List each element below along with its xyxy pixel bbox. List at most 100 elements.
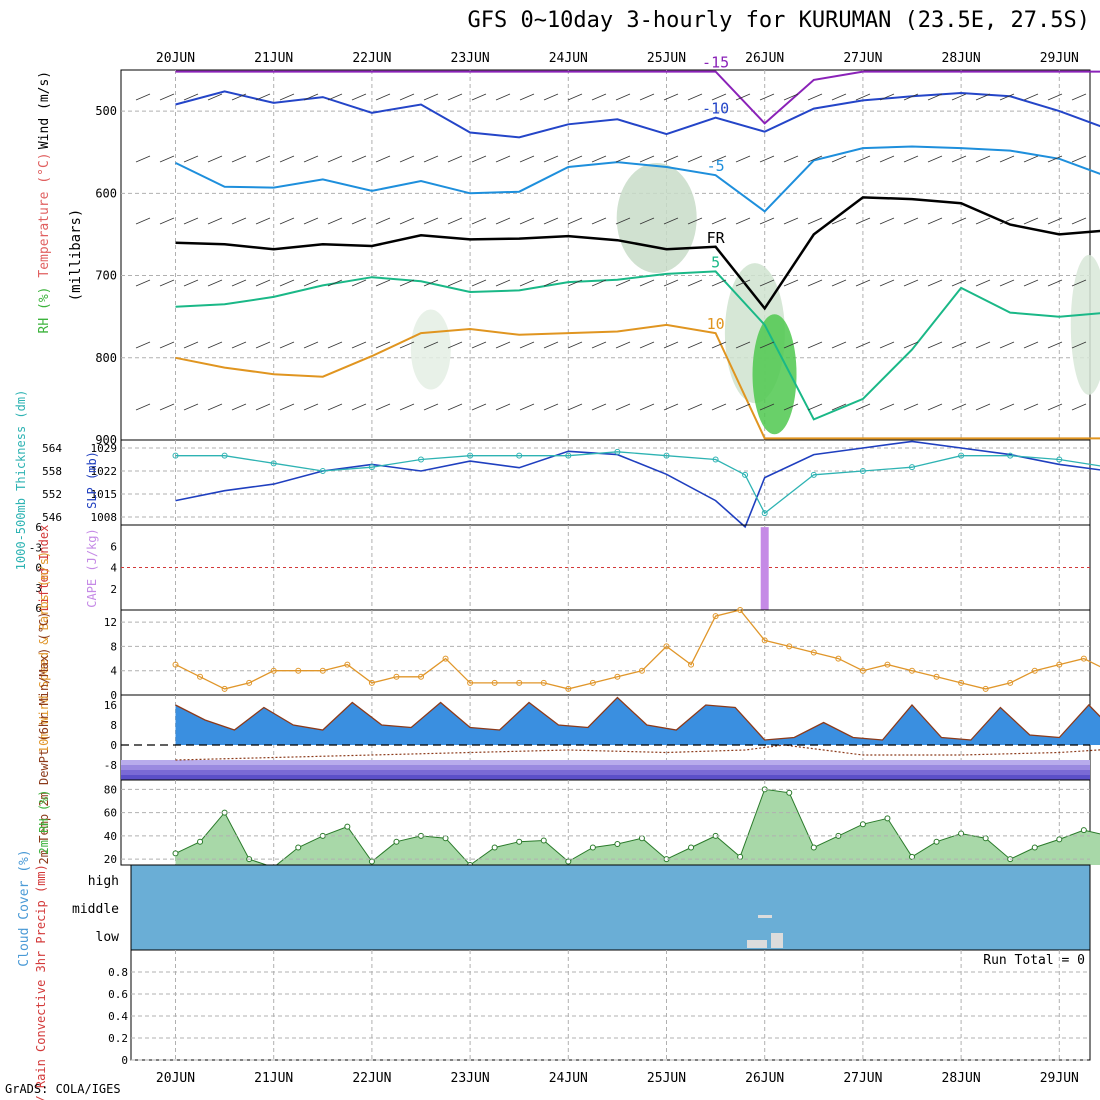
- date-label-bottom: 28JUN: [942, 1071, 981, 1086]
- date-label-top: 20JUN: [156, 51, 195, 66]
- wind-barb: [927, 155, 943, 163]
- wind-barb: [471, 217, 487, 225]
- isotherm-label: -10: [702, 100, 729, 118]
- wind-marker: [467, 679, 474, 686]
- wind-barb: [831, 279, 847, 287]
- wind-axis-label: Wind (m/s): [37, 71, 52, 149]
- slp-tick: 1008: [91, 511, 118, 524]
- wind-barb: [543, 217, 559, 225]
- wind-barb: [183, 155, 199, 163]
- wind-barb: [1023, 155, 1039, 163]
- wind-barb: [351, 217, 367, 225]
- precip-tick: 0.4: [108, 1010, 128, 1023]
- wind-barb: [615, 155, 631, 163]
- lifted-index-tick: 0: [35, 562, 42, 575]
- date-label-top: 27JUN: [843, 51, 882, 66]
- wind-marker: [442, 655, 449, 662]
- wind-barb: [1023, 341, 1039, 349]
- wind-barb: [1023, 217, 1039, 225]
- temp-band-cold: [121, 765, 1090, 770]
- temp-axis-label: 2m Temp 2m DewPt (6hr Min/Max) (°C): [37, 612, 51, 865]
- date-label-top: 26JUN: [745, 51, 784, 66]
- slp-tick: 1022: [91, 465, 118, 478]
- wind-barb: [735, 341, 751, 349]
- rh2m-marker: [589, 844, 596, 851]
- date-label-top: 22JUN: [352, 51, 391, 66]
- wind-barb: [663, 155, 679, 163]
- wind-barb: [639, 93, 655, 101]
- wind-barb: [183, 93, 199, 101]
- rh2m-marker: [884, 815, 891, 822]
- cloud-level-label: high: [88, 874, 119, 889]
- wind-barb: [1023, 279, 1039, 287]
- wind-marker: [982, 685, 989, 692]
- wind-marker: [516, 679, 523, 686]
- cape-bar: [760, 527, 769, 610]
- wind-barb: [879, 341, 895, 349]
- wind-barb: [687, 93, 703, 101]
- date-label-bottom: 26JUN: [745, 1071, 784, 1086]
- wind-barb: [471, 341, 487, 349]
- isotherm--10: [175, 90, 1100, 139]
- slp-axis-label: SLP (mb): [85, 451, 99, 509]
- wind-barb: [423, 155, 439, 163]
- wind-barb: [999, 155, 1015, 163]
- wind-barb: [975, 217, 991, 225]
- wind-barb: [399, 403, 415, 411]
- rh2m-tick: 40: [104, 830, 117, 843]
- wind-barb: [1071, 217, 1087, 225]
- wind-marker: [319, 667, 326, 674]
- wind-marker: [958, 679, 965, 686]
- rh2m-marker: [491, 844, 498, 851]
- wind-barb: [735, 279, 751, 287]
- wind-barb: [327, 155, 343, 163]
- wind-barb: [495, 217, 511, 225]
- date-label-bottom: 22JUN: [352, 1071, 391, 1086]
- wind-barb: [735, 155, 751, 163]
- wind-barb: [783, 155, 799, 163]
- pressure-tick: 500: [95, 104, 117, 118]
- wind-barb: [1023, 403, 1039, 411]
- wind-barb: [279, 403, 295, 411]
- wind-barb: [807, 403, 823, 411]
- cloud-level-label: middle: [72, 902, 119, 917]
- wind-barb: [1071, 403, 1087, 411]
- pressure-tick: 600: [95, 186, 117, 200]
- run-total-label: Run Total = 0: [983, 953, 1085, 968]
- wind-barb: [783, 279, 799, 287]
- wind-barb: [303, 341, 319, 349]
- wind-tick: 4: [110, 665, 117, 678]
- pressure-tick: 900: [95, 433, 117, 447]
- temperature-axis-label: Temperature (°C): [37, 152, 52, 277]
- wind-barb: [1047, 279, 1063, 287]
- wind-barb: [903, 403, 919, 411]
- wind-marker: [540, 679, 547, 686]
- wind-barb: [303, 155, 319, 163]
- wind-barb: [399, 217, 415, 225]
- wind-frame: [120, 609, 1091, 696]
- wind-barb: [711, 155, 727, 163]
- wind-barb: [495, 155, 511, 163]
- slp-tick: 1029: [91, 442, 118, 455]
- wind-barb: [423, 279, 439, 287]
- wind-barb: [447, 93, 463, 101]
- wind-barb: [615, 93, 631, 101]
- wind-barb: [351, 279, 367, 287]
- wind-barb: [207, 279, 223, 287]
- thickness-line: [175, 451, 1100, 515]
- wind-barb: [231, 217, 247, 225]
- temp-tick: -8: [104, 759, 117, 772]
- mid-cloud-patch: [758, 915, 772, 918]
- wind-barb: [351, 155, 367, 163]
- wind-marker: [663, 643, 670, 650]
- wind-barb: [663, 341, 679, 349]
- wind-marker: [810, 649, 817, 656]
- wind-barb: [423, 403, 439, 411]
- wind-barb: [471, 93, 487, 101]
- wind-barb: [135, 93, 151, 101]
- wind-barb: [663, 217, 679, 225]
- wind-marker: [737, 607, 744, 613]
- precip-frame: [130, 949, 1091, 1061]
- wind-marker: [638, 667, 645, 674]
- millibars-axis-label: (millibars): [68, 209, 84, 302]
